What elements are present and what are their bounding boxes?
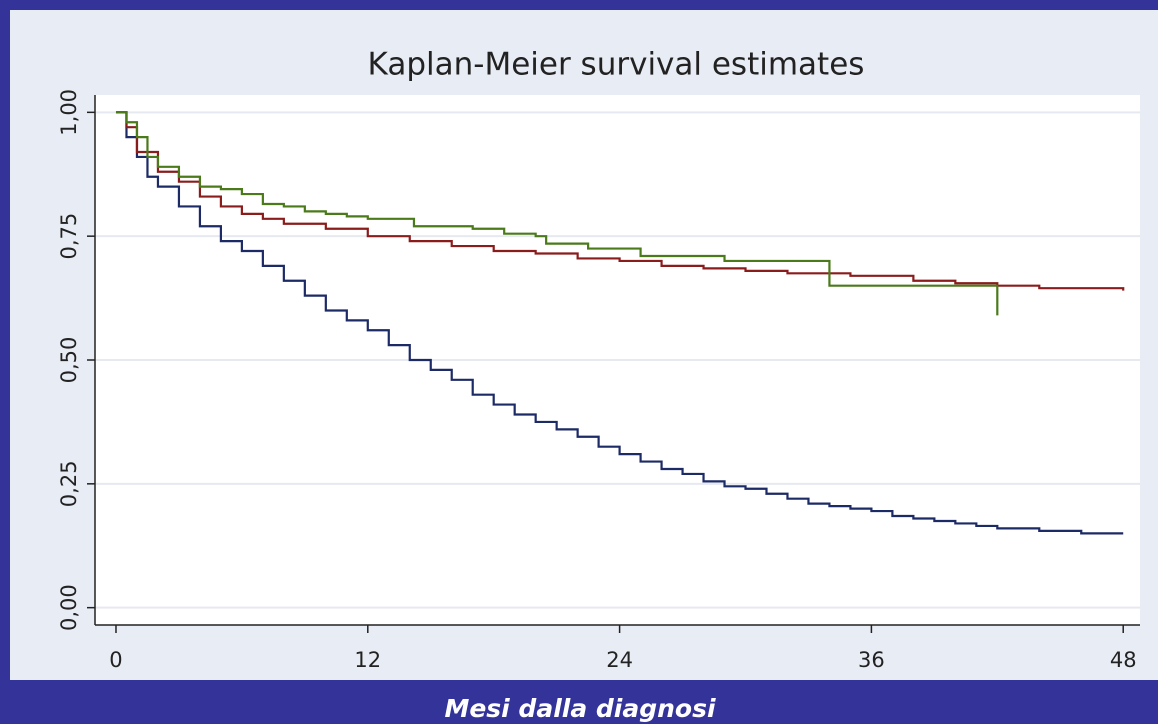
x-tick-label: 48 (1110, 648, 1137, 672)
y-tick-label: 0,50 (57, 337, 81, 384)
survival-curve (115, 111, 999, 316)
survival-curve (115, 111, 1124, 535)
chart-title: Kaplan-Meier survival estimates (368, 47, 865, 83)
y-tick-label: 0,75 (57, 213, 81, 260)
x-tick-label: 24 (606, 648, 633, 672)
x-tick-label: 0 (109, 648, 122, 672)
x-tick-label: 36 (858, 648, 885, 672)
y-tick-label: 0,25 (57, 460, 81, 507)
y-tick-label: 1,00 (57, 89, 81, 136)
x-axis-label: Mesi dalla diagnosi (444, 694, 716, 723)
y-tick-label: 0,00 (57, 584, 81, 631)
x-tick-label: 12 (354, 648, 381, 672)
